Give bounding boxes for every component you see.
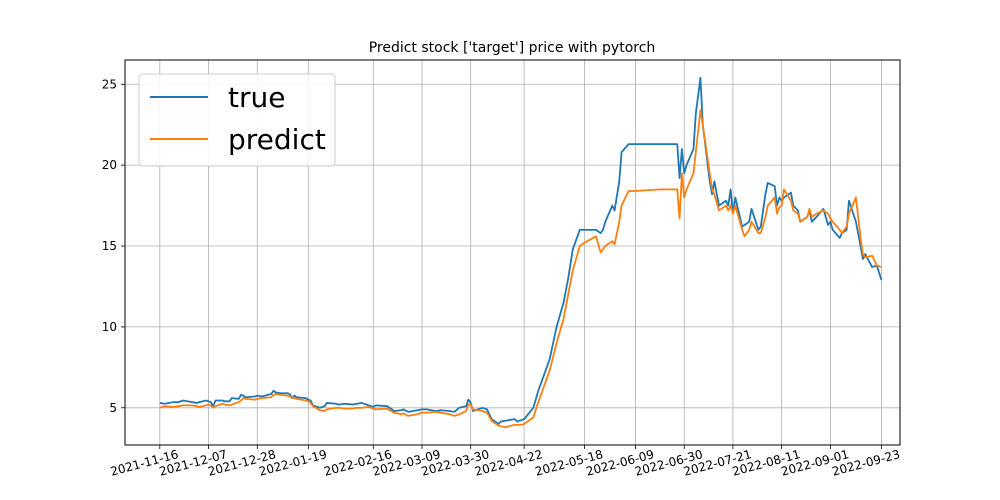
y-tick-label: 10 [102,320,117,334]
legend-label-true: true [228,81,285,114]
chart-title: Predict stock ['target'] price with pyto… [369,40,656,56]
y-tick-label: 5 [109,401,117,415]
y-tick-label: 20 [102,158,117,172]
legend-label-predict: predict [228,123,326,156]
y-tick-label: 15 [102,239,117,253]
legend: true predict [138,73,336,167]
y-tick-label: 25 [102,77,117,91]
series-lines [159,76,883,429]
plot-frame [124,59,901,446]
series-line-predict [159,109,882,429]
series-line-true [159,76,883,425]
